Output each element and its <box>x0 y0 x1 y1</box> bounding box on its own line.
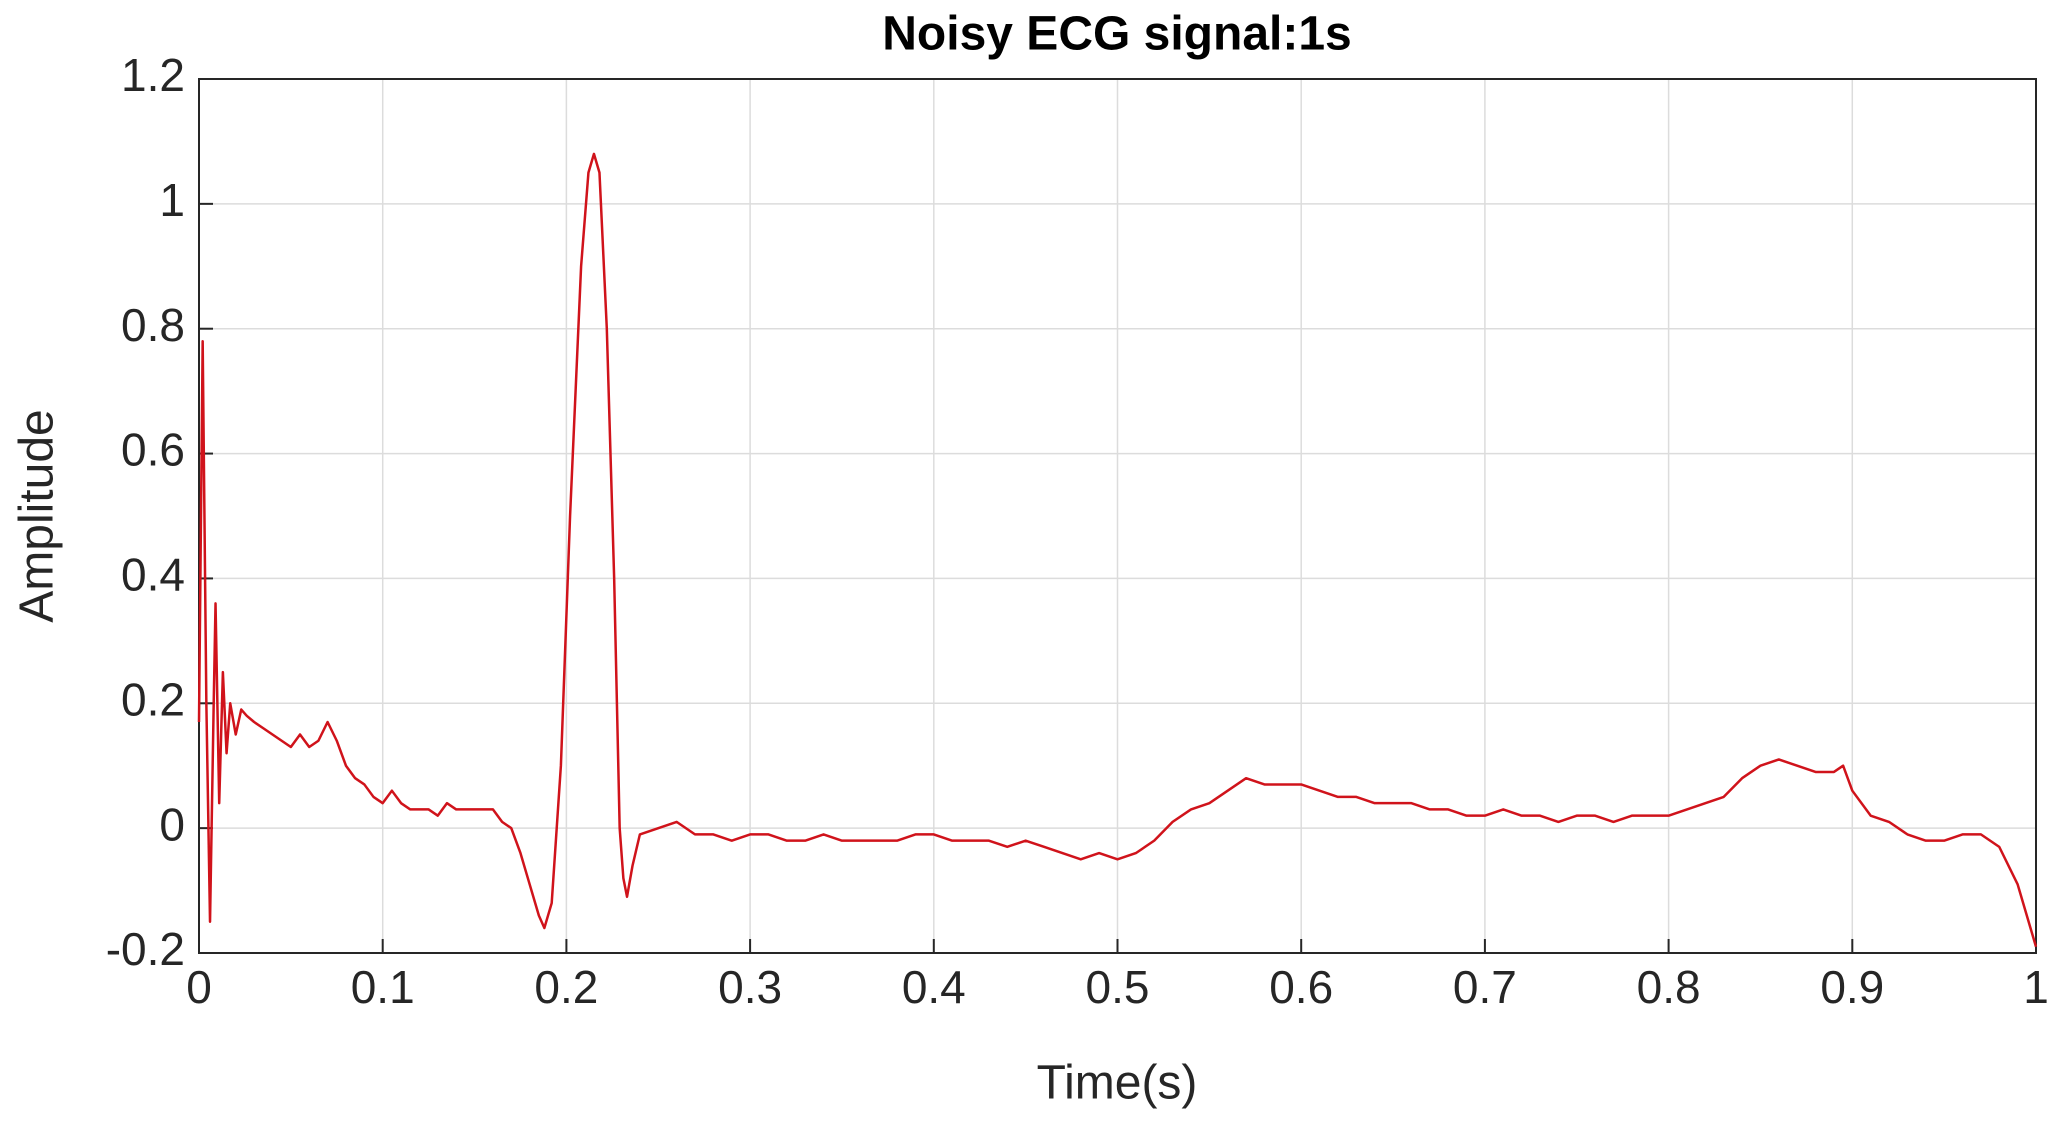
x-axis-label: Time(s) <box>1037 1057 1198 1110</box>
x-tick-label: 0.9 <box>1820 961 1884 1013</box>
y-tick-label: 0.2 <box>121 673 185 725</box>
x-tick-label: 0.6 <box>1269 961 1333 1013</box>
x-tick-label: 0.2 <box>534 961 598 1013</box>
x-tick-label: 0.4 <box>902 961 966 1013</box>
y-tick-label: 1 <box>159 174 185 226</box>
signal-line <box>197 152 2038 948</box>
y-tick-label: 0.8 <box>121 299 185 351</box>
x-tick-label: 0 <box>186 961 212 1013</box>
x-tick-label: 1 <box>2023 961 2049 1013</box>
x-tick-label: 0.8 <box>1637 961 1701 1013</box>
y-tick-label: 1.2 <box>121 49 185 101</box>
x-tick-label: 0.1 <box>351 961 415 1013</box>
y-tick-label: -0.2 <box>106 923 185 975</box>
y-axis-label: Amplitude <box>11 409 64 622</box>
chart-title: Noisy ECG signal:1s <box>882 8 1351 61</box>
x-tick-label: 0.3 <box>718 961 782 1013</box>
x-tick-label: 0.5 <box>1086 961 1150 1013</box>
plot-frame <box>198 78 2037 954</box>
y-tick-label: 0 <box>159 798 185 850</box>
y-tick-label: 0.4 <box>121 549 185 601</box>
x-tick-label: 0.7 <box>1453 961 1517 1013</box>
y-tick-label: 0.6 <box>121 424 185 476</box>
